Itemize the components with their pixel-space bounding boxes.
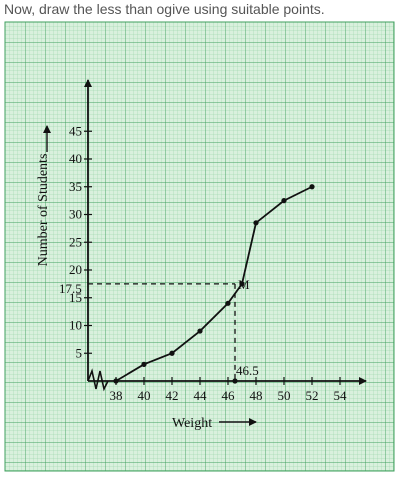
x-tick-label: 38 (110, 388, 123, 403)
x-tick-label: 46 (222, 388, 236, 403)
ogive-point (141, 361, 147, 367)
y-tick-label: 30 (69, 207, 82, 222)
x-tick-label: 50 (278, 388, 291, 403)
graph-paper (4, 21, 395, 472)
y-tick-label: 15 (69, 290, 82, 305)
median-x-marker (232, 378, 238, 384)
y-tick-label: 35 (69, 179, 82, 194)
y-tick-label: 40 (69, 151, 82, 166)
ogive-point (225, 300, 231, 306)
axis-break-zigzag (87, 368, 109, 392)
y-tick-label: 25 (69, 234, 82, 249)
x-ticks: 38 40 42 44 46 48 50 52 54 (110, 377, 348, 403)
ogive-point (239, 281, 245, 287)
median-x-label: 46.5 (236, 363, 259, 378)
x-tick-label: 42 (166, 388, 179, 403)
ogive-point (309, 184, 315, 190)
ogive-point (281, 198, 287, 204)
y-tick-label: 20 (69, 262, 82, 277)
x-tick-label: 54 (334, 388, 348, 403)
y-tick-label: 10 (69, 318, 82, 333)
y-tick-label: 45 (69, 123, 82, 138)
y-axis-title: Number of Students (36, 154, 51, 267)
y-ticks: 5 10 15 20 25 30 35 40 45 (69, 123, 92, 360)
x-tick-label: 40 (138, 388, 151, 403)
ogive-point (113, 378, 119, 384)
median-point-label: M (238, 277, 250, 292)
ogive-point (197, 328, 203, 334)
median-y-label: 17.5 (59, 281, 82, 296)
ogive-point (253, 220, 259, 226)
y-tick-label: 5 (76, 345, 83, 360)
x-tick-label: 48 (250, 388, 263, 403)
ogive-points (113, 184, 315, 384)
instruction-text: Now, draw the less than ogive using suit… (4, 1, 325, 17)
x-tick-label: 44 (194, 388, 208, 403)
ogive-point (169, 350, 175, 356)
median-guides (88, 283, 238, 384)
x-tick-label: 52 (306, 388, 319, 403)
x-axis-title: Weight (172, 416, 212, 431)
